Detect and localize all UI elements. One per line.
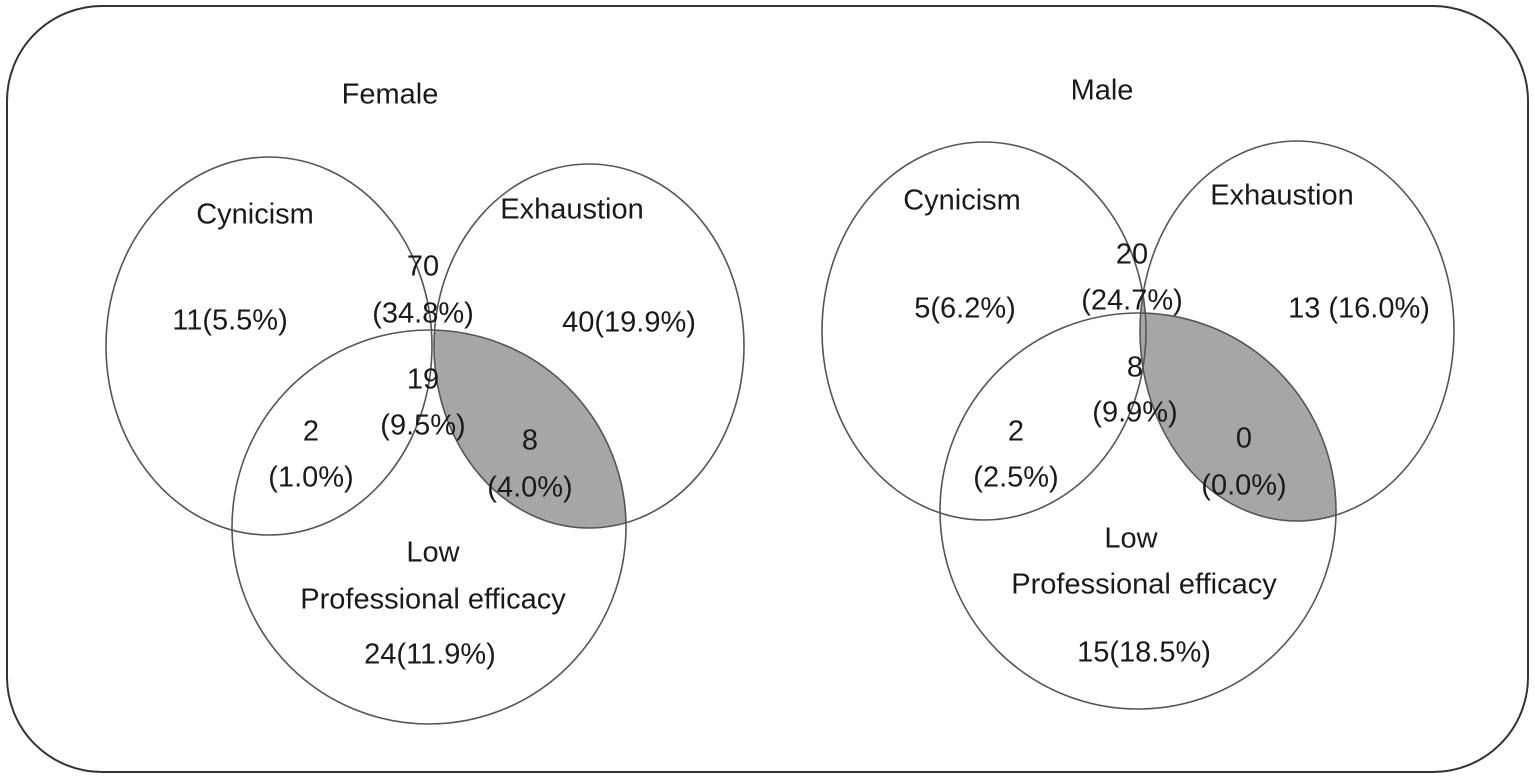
male-cynicism-label: Cynicism	[903, 185, 1021, 217]
male-efficacy-circle	[939, 312, 1337, 710]
female-exhaustion-label: Exhaustion	[500, 194, 644, 226]
female-cynicism-only: 11(5.5%)	[172, 305, 288, 337]
female-all-count: 19	[407, 364, 439, 396]
female-cyn-exh-pct: (34.8%)	[372, 298, 474, 330]
female-low-label: Low	[406, 537, 460, 569]
male-shade-exhaustion-efficacy	[1140, 313, 1336, 521]
female-cynicism-circle	[105, 156, 433, 536]
female-cyn-pe-pct: (1.0%)	[268, 462, 353, 494]
female-cyn-exh-count: 70	[407, 251, 439, 283]
male-efficacy-only: 15(18.5%)	[1077, 637, 1211, 669]
male-all-pct: (9.9%)	[1092, 397, 1177, 429]
male-venn: Male Cynicism Exhaustion 5(6.2%) 13 (16.…	[821, 75, 1455, 710]
male-all-count: 8	[1127, 352, 1143, 384]
female-title: Female	[342, 79, 439, 111]
male-title: Male	[1071, 75, 1134, 107]
male-exhaustion-circle	[1139, 140, 1455, 522]
female-cyn-pe-count: 2	[303, 416, 319, 448]
male-exh-pe-count: 0	[1236, 423, 1252, 455]
male-exh-pe-pct: (0.0%)	[1201, 470, 1286, 502]
female-shade-exhaustion-efficacy	[434, 330, 626, 528]
female-efficacy-circle	[231, 329, 627, 725]
male-cyn-exh-count: 20	[1116, 239, 1148, 271]
male-efficacy-label: Professional efficacy	[1011, 569, 1277, 601]
male-cynicism-circle	[821, 141, 1147, 521]
female-cynicism-label: Cynicism	[196, 199, 314, 231]
female-venn: Female Cynicism Exhaustion 11(5.5%) 40(1…	[105, 79, 745, 725]
male-cynicism-only: 5(6.2%)	[914, 293, 1016, 325]
female-exhaustion-only: 40(19.9%)	[562, 307, 696, 339]
female-exhaustion-circle	[433, 163, 745, 529]
male-exhaustion-only: 13 (16.0%)	[1288, 293, 1430, 325]
figure-frame	[6, 5, 1529, 773]
female-exh-pe-count: 8	[522, 425, 538, 457]
female-exh-pe-pct: (4.0%)	[487, 472, 572, 504]
male-low-label: Low	[1104, 523, 1158, 555]
male-cyn-exh-pct: (24.7%)	[1081, 285, 1183, 317]
male-cyn-pe-pct: (2.5%)	[973, 462, 1058, 494]
female-efficacy-label: Professional efficacy	[300, 584, 566, 616]
female-all-pct: (9.5%)	[380, 410, 465, 442]
male-cyn-pe-count: 2	[1008, 416, 1024, 448]
male-exhaustion-label: Exhaustion	[1210, 180, 1354, 212]
female-efficacy-only: 24(11.9%)	[364, 639, 496, 671]
